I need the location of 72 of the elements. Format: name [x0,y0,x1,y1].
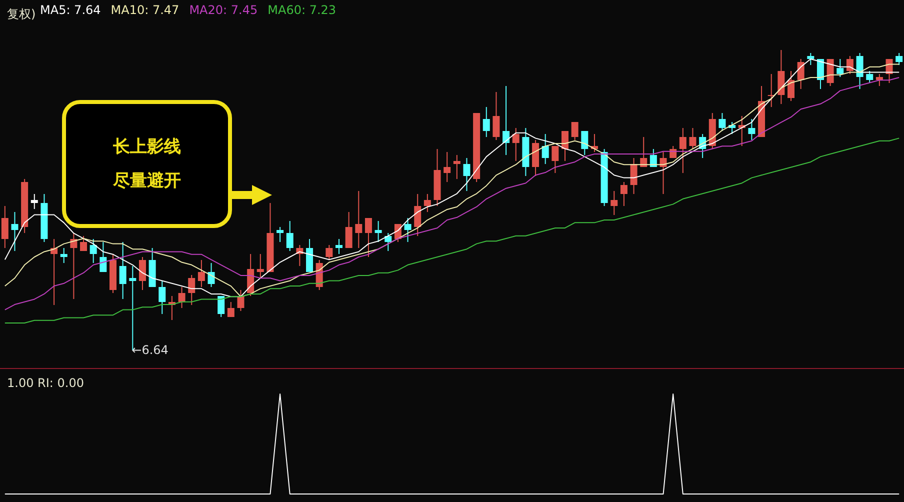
candlestick [90,238,97,264]
candlestick [414,194,422,236]
candlestick [60,248,68,264]
candlestick [620,182,628,206]
candlestick [679,128,686,174]
candlestick [748,118,756,140]
candlestick [826,58,834,86]
annotation: ←6.64 [132,343,168,357]
candlestick [463,158,470,192]
candlestick [138,256,146,290]
text: MA10: 7.47 [110,3,180,17]
candlestick [562,130,568,162]
candlestick [374,220,382,242]
candlestick [256,254,264,278]
candlestick [227,302,234,318]
candlestick [30,194,38,210]
candlestick [336,238,342,254]
candlestick [896,52,903,66]
candlestick [276,226,284,242]
candlestick [836,58,844,78]
candlestick [788,70,794,102]
candlestick [237,290,244,312]
candlestick [198,260,205,288]
chart-title: 复权) [7,7,36,21]
candlestick [866,70,874,84]
text: MA5: 7.64 [40,3,101,17]
candlestick [384,232,392,252]
candlestick [856,52,864,90]
candlestick [778,50,785,104]
candlestick [512,128,520,162]
text: MA20: 7.45 [189,3,258,17]
candlestick [218,296,225,318]
candlestick [286,220,294,252]
candlestick [119,242,126,300]
candlestick [492,92,500,140]
annotation: 长上影线尽量避开 [112,136,182,193]
candlestick [807,52,814,66]
candlestick [846,56,854,74]
candlestick [355,190,362,248]
candlestick [630,158,638,194]
candlestick [404,218,412,242]
candlestick [542,134,549,164]
candlestick [80,236,88,252]
candlestick [188,274,196,306]
candlestick [482,106,490,138]
candlestick [453,154,460,180]
candlestick [876,74,883,86]
candlestick [364,218,372,258]
candlestick [444,152,451,182]
candlestick [100,242,107,272]
candlestick [532,140,540,176]
candlestick [178,286,186,308]
candlestick [610,190,618,216]
candlestick [689,128,696,150]
candlestick [816,58,824,90]
candlestick [581,130,588,156]
callout-box: 长上影线尽量避开 [62,100,232,228]
candlestick [158,280,166,314]
candlestick [11,212,18,252]
candlestick [718,112,726,132]
candlestick [208,262,215,288]
candlestick [502,86,510,156]
candlestick [424,194,431,212]
candlestick [552,146,559,174]
chart-title: 1.00 RI: 0.00 [7,376,84,390]
candlestick [306,238,314,272]
candlestick [571,122,578,140]
text: MA60: 7.23 [268,3,336,17]
candlestick [1,206,8,248]
candlestick [326,244,333,260]
candlestick [797,58,804,90]
candlestick [345,212,352,248]
